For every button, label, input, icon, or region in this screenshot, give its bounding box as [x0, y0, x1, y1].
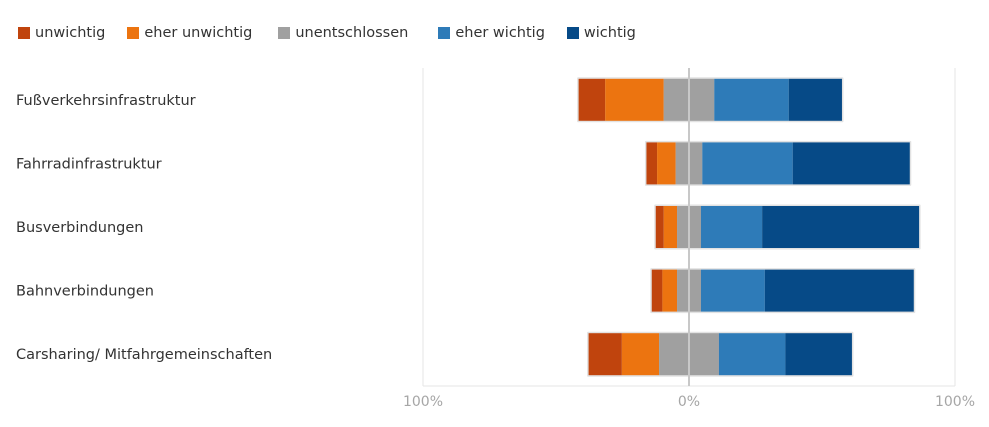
legend-swatch — [278, 27, 291, 39]
bar-eher-wichtig-fahrradinfrastruktur — [702, 142, 793, 185]
legend-swatch — [438, 27, 451, 39]
bar-unwichtig-fussverkehrsinfrastruktur — [578, 78, 606, 121]
legend-label: eher wichtig — [455, 25, 545, 41]
category-label: Busverbindungen — [16, 220, 143, 236]
bar-wichtig-fussverkehrsinfrastruktur — [788, 78, 842, 121]
legend-item-unwichtig: unwichtig — [18, 25, 105, 41]
category-label: Fußverkehrsinfrastruktur — [16, 93, 196, 109]
category-label: Fahrradinfrastruktur — [16, 156, 162, 172]
bar-eher-unwichtig-fahrradinfrastruktur — [657, 142, 676, 185]
x-tick-label: 100% — [403, 394, 443, 410]
legend-label: wichtig — [583, 25, 636, 41]
bar-eher-wichtig-bahnverbindungen — [700, 269, 765, 312]
bar-unwichtig-carsharing-mitfahrgemeinschaften — [588, 333, 622, 376]
bar-wichtig-busverbindungen — [762, 206, 920, 248]
legend: unwichtig eher unwichtig unentschlossen ehe… — [18, 22, 636, 44]
legend-label: unwichtig — [35, 25, 106, 41]
legend-label: eher unwichtig — [144, 25, 253, 41]
legend-item-wichtig: wichtig — [566, 25, 636, 41]
bar-unwichtig-bahnverbindungen — [651, 269, 663, 312]
bar-eher-unwichtig-busverbindungen — [663, 206, 678, 248]
x-tick-label: 0% — [678, 394, 700, 410]
x-tick-label: 100% — [935, 394, 975, 410]
bar-wichtig-bahnverbindungen — [764, 269, 914, 312]
legend-swatch — [18, 27, 30, 39]
bar-eher-wichtig-carsharing-mitfahrgemeinschaften — [718, 333, 786, 376]
legend-item-eher-wichtig: eher wichtig — [438, 25, 545, 41]
bar-eher-wichtig-fussverkehrsinfrastruktur — [714, 78, 789, 121]
bar-eher-unwichtig-carsharing-mitfahrgemeinschaften — [621, 333, 660, 376]
legend-item-eher-unwichtig: eher unwichtig — [127, 25, 252, 41]
bar-eher-unwichtig-bahnverbindungen — [662, 269, 678, 312]
bar-unwichtig-fahrradinfrastruktur — [646, 142, 658, 185]
legend-item-unentschlossen: unentschlossen — [278, 25, 408, 41]
legend-label: unentschlossen — [295, 25, 409, 41]
bar-eher-unwichtig-fussverkehrsinfrastruktur — [605, 78, 664, 121]
bar-wichtig-fahrradinfrastruktur — [792, 142, 910, 185]
legend-swatch — [127, 27, 140, 39]
bar-eher-wichtig-busverbindungen — [700, 206, 763, 248]
legend-swatch — [566, 27, 579, 39]
category-label: Bahnverbindungen — [16, 284, 154, 300]
bar-wichtig-carsharing-mitfahrgemeinschaften — [785, 333, 852, 376]
category-label: Carsharing/ Mitfahrgemeinschaften — [16, 347, 272, 363]
bar-unwichtig-busverbindungen — [655, 206, 664, 248]
